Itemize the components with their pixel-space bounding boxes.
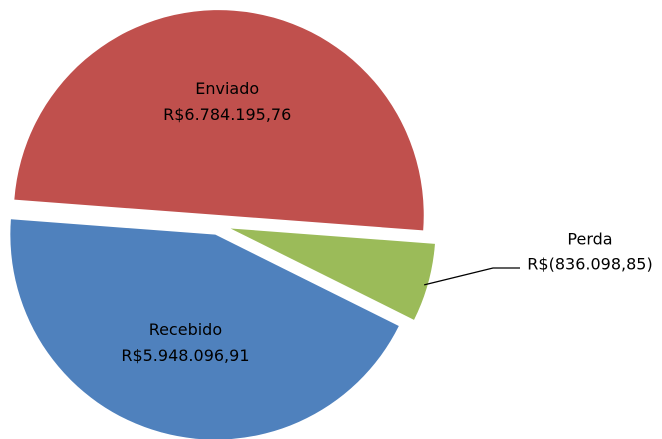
slice-label: Enviado <box>195 79 259 98</box>
pie-slice <box>14 10 424 231</box>
slice-value: R$5.948.096,91 <box>121 346 249 365</box>
leader-line <box>424 267 520 286</box>
slice-label: Perda <box>567 230 612 249</box>
slice-label: Recebido <box>149 320 222 339</box>
slice-value: R$(836.098,85) <box>527 255 652 274</box>
pie-slice <box>230 228 435 320</box>
pie-slice <box>10 219 399 439</box>
slice-value: R$6.784.195,76 <box>163 105 291 124</box>
